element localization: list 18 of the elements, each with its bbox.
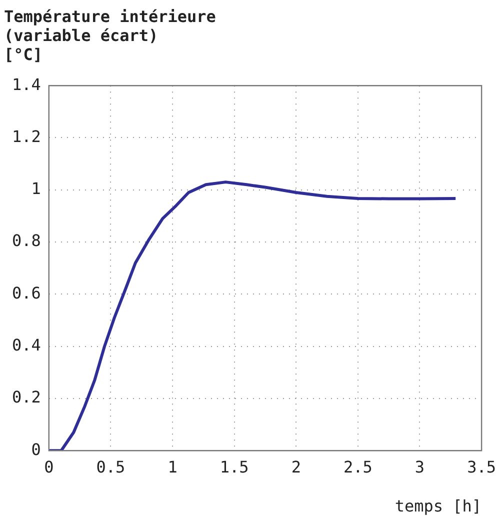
x-tick-label: 2 bbox=[291, 457, 301, 476]
y-tick-label: 0 bbox=[31, 440, 41, 459]
y-tick-label: 0.8 bbox=[12, 231, 41, 250]
y-tick-label: 1.2 bbox=[12, 126, 41, 146]
chart-title: Température intérieure (variable écart) [°C] bbox=[4, 6, 216, 64]
x-tick-label: 1 bbox=[168, 457, 178, 476]
x-tick-label: 3.5 bbox=[467, 457, 496, 476]
x-tick-label: 2.5 bbox=[343, 457, 372, 476]
y-tick-label: 1.4 bbox=[12, 74, 41, 94]
y-tick-label: 0.4 bbox=[12, 335, 41, 354]
x-tick-label: 0.5 bbox=[96, 457, 126, 476]
y-tick-label: 1 bbox=[31, 179, 41, 198]
x-tick-label: 1.5 bbox=[220, 457, 249, 476]
y-tick-label: 0.2 bbox=[12, 388, 41, 407]
x-tick-label: 3 bbox=[414, 457, 425, 476]
y-tick-label: 0.6 bbox=[12, 283, 41, 302]
x-axis-title: temps [h] bbox=[394, 496, 482, 516]
x-tick-label: 0 bbox=[44, 457, 54, 476]
